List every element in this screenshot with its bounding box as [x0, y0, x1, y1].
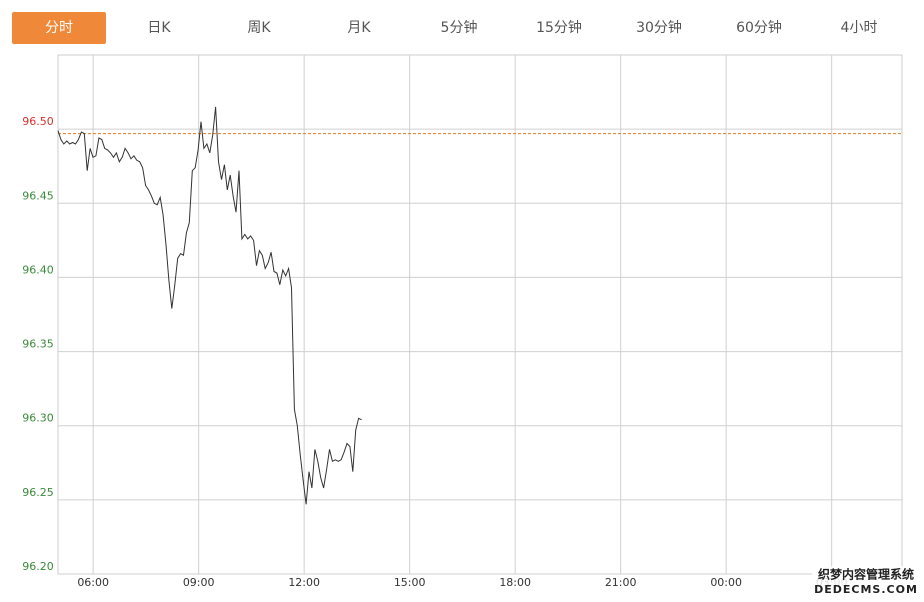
- x-tick-label: 00:00: [710, 576, 742, 589]
- watermark: DEDECMS.COM: [814, 583, 918, 596]
- tab[interactable]: 4小时: [841, 20, 878, 36]
- tab[interactable]: 分时: [45, 20, 73, 36]
- y-tick-label: 96.25: [22, 486, 54, 499]
- watermark: 织梦内容管理系统: [818, 567, 914, 582]
- tab[interactable]: 30分钟: [636, 19, 682, 36]
- tab[interactable]: 周K: [247, 20, 271, 36]
- y-tick-label: 96.20: [22, 560, 54, 573]
- tab[interactable]: 60分钟: [736, 19, 782, 36]
- y-tick-label: 96.45: [22, 189, 54, 202]
- y-tick-label: 96.40: [22, 263, 54, 276]
- tab[interactable]: 5分钟: [441, 19, 478, 36]
- x-tick-label: 21:00: [605, 576, 637, 589]
- tab[interactable]: 15分钟: [536, 19, 582, 36]
- x-tick-label: 18:00: [499, 576, 531, 589]
- tab[interactable]: 月K: [347, 20, 371, 36]
- y-tick-label: 96.35: [22, 338, 54, 351]
- tab[interactable]: 日K: [147, 20, 171, 36]
- y-tick-label: 96.30: [22, 412, 54, 425]
- x-tick-label: 12:00: [288, 576, 320, 589]
- x-tick-label: 06:00: [77, 576, 109, 589]
- y-tick-label: 96.50: [22, 115, 54, 128]
- x-tick-label: 09:00: [183, 576, 215, 589]
- watermark-bg: [812, 566, 920, 598]
- price-line: [57, 106, 362, 505]
- tab-active-bg[interactable]: [12, 12, 106, 44]
- x-tick-label: 15:00: [394, 576, 426, 589]
